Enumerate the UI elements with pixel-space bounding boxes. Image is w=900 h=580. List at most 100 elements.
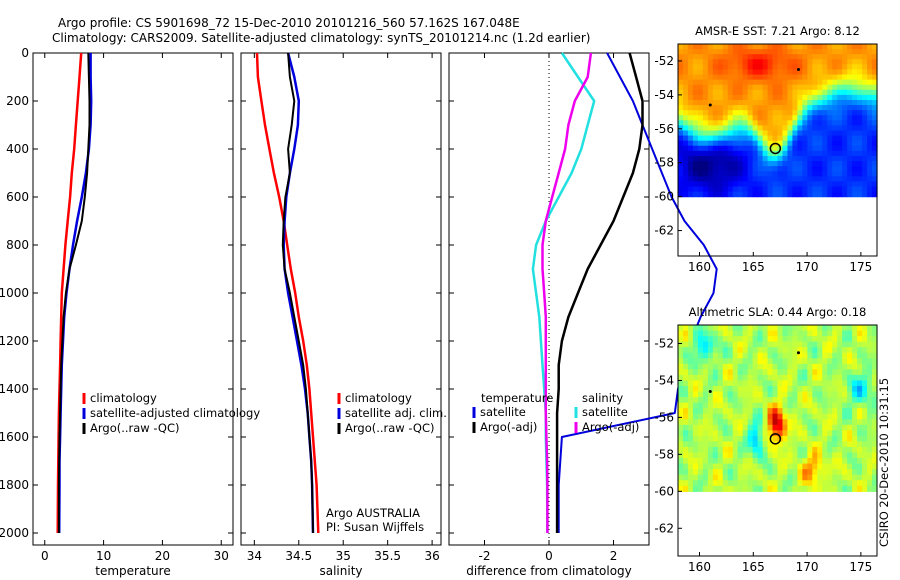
heatmap-cell <box>822 186 828 193</box>
heatmap-cell <box>857 135 863 142</box>
heatmap-cell <box>857 341 863 348</box>
heatmap-cell <box>697 44 704 50</box>
heatmap-cell <box>697 89 704 96</box>
heatmap-cell <box>817 171 823 177</box>
heatmap-cell <box>847 186 853 193</box>
sla_map-heatmap-cells <box>678 325 878 492</box>
heatmap-cell <box>802 186 808 193</box>
x-tick-label: 165 <box>742 560 765 574</box>
heatmap-cell <box>817 408 823 415</box>
heatmap-cell <box>772 463 779 470</box>
heatmap-cell <box>767 374 774 382</box>
heatmap-cell <box>712 469 719 476</box>
heatmap-cell <box>782 186 789 193</box>
heatmap-cell <box>732 79 739 86</box>
heatmap-cell <box>732 369 739 376</box>
heatmap-cell <box>717 424 724 431</box>
heatmap-cell <box>802 430 808 437</box>
heatmap-cell <box>737 374 744 382</box>
heatmap-cell <box>767 84 774 91</box>
heatmap-cell <box>857 452 863 459</box>
heatmap-cell <box>842 452 848 459</box>
heatmap-cell <box>757 374 764 382</box>
heatmap-cell <box>702 380 709 387</box>
heatmap-cell <box>777 397 784 404</box>
heatmap-cell <box>772 435 779 443</box>
heatmap-cell <box>852 485 858 492</box>
heatmap-cell <box>702 446 709 454</box>
heatmap-cell <box>692 74 699 81</box>
heatmap-cell <box>757 191 764 198</box>
heatmap-cell <box>747 89 754 96</box>
heatmap-cell <box>782 161 789 167</box>
heatmap-cell <box>832 155 838 162</box>
heatmap-cell <box>702 358 709 365</box>
heatmap-cell <box>862 458 868 465</box>
heatmap-cell <box>837 380 843 387</box>
heatmap-cell <box>707 458 714 465</box>
heatmap-cell <box>687 49 694 55</box>
heatmap-cell <box>782 140 789 147</box>
heatmap-cell <box>712 94 719 101</box>
heatmap-cell <box>862 145 868 152</box>
salinity-legend-entry-label: climatology <box>345 391 412 405</box>
heatmap-cell <box>707 69 714 76</box>
heatmap-cell <box>802 380 808 387</box>
heatmap-cell <box>807 155 813 162</box>
heatmap-cell <box>712 458 719 465</box>
heatmap-cell <box>762 369 769 376</box>
heatmap-cell <box>857 424 863 431</box>
heatmap-cell <box>797 474 803 481</box>
heatmap-cell <box>707 391 714 398</box>
heatmap-cell <box>802 330 808 337</box>
heatmap-cell <box>752 110 759 116</box>
heatmap-cell <box>692 181 699 188</box>
heatmap-cell <box>842 441 848 448</box>
heatmap-cell <box>702 110 709 116</box>
heatmap-cell <box>837 336 843 343</box>
heatmap-cell <box>842 413 848 420</box>
heatmap-cell <box>817 74 823 81</box>
heatmap-cell <box>742 446 749 454</box>
heatmap-cell <box>682 186 689 193</box>
heatmap-cell <box>707 89 714 96</box>
heatmap-cell <box>792 145 798 152</box>
heatmap-cell <box>797 347 803 354</box>
heatmap-cell <box>812 374 818 382</box>
heatmap-cell <box>697 171 704 177</box>
heatmap-cell <box>678 341 684 348</box>
heatmap-cell <box>807 424 813 431</box>
heatmap-cell <box>762 94 769 101</box>
heatmap-cell <box>787 69 794 76</box>
heatmap-cell <box>832 44 838 50</box>
heatmap-cell <box>682 84 689 91</box>
heatmap-cell <box>732 155 739 162</box>
heatmap-cell <box>702 413 709 420</box>
heatmap-cell <box>712 161 719 167</box>
y-tick-label: 1800 <box>0 478 29 492</box>
heatmap-cell <box>842 171 848 177</box>
heatmap-cell <box>812 363 818 370</box>
heatmap-cell <box>747 59 754 65</box>
heatmap-cell <box>682 69 689 76</box>
heatmap-cell <box>742 125 749 132</box>
heatmap-cell <box>772 94 779 101</box>
heatmap-cell <box>792 441 798 448</box>
heatmap-cell <box>842 69 848 76</box>
heatmap-cell <box>872 413 878 420</box>
heatmap-cell <box>782 325 789 332</box>
heatmap-cell <box>702 430 709 437</box>
heatmap-cell <box>797 145 803 152</box>
heatmap-cell <box>847 69 853 76</box>
sst_map-title: AMSR-E SST: 7.21 Argo: 8.12 <box>695 24 860 38</box>
heatmap-cell <box>822 385 828 393</box>
heatmap-cell <box>857 125 863 132</box>
heatmap-cell <box>852 125 858 132</box>
heatmap-cell <box>817 155 823 162</box>
heatmap-cell <box>802 402 808 409</box>
heatmap-cell <box>752 135 759 142</box>
heatmap-cell <box>727 176 734 182</box>
heatmap-cell <box>827 44 833 50</box>
heatmap-cell <box>742 54 749 60</box>
heatmap-cell <box>847 49 853 55</box>
